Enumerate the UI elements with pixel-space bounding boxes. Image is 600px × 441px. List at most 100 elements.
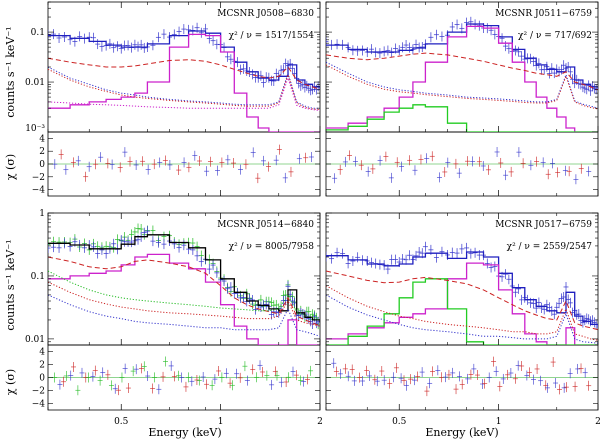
fit-statistic: χ² / ν = 2559/2547 (507, 242, 593, 252)
residual-point (508, 166, 514, 177)
residual-point (545, 169, 551, 180)
data-point (155, 32, 161, 43)
data-point (567, 297, 573, 308)
residual-point (83, 171, 89, 182)
residual-point (145, 164, 151, 175)
residual-point (480, 160, 486, 171)
data-point (519, 51, 525, 62)
residual-point (223, 368, 229, 379)
data-point (499, 33, 505, 44)
series-particle-background-red (326, 285, 598, 341)
residual-point (186, 162, 192, 173)
data-point (155, 237, 161, 248)
residual-point (162, 155, 168, 166)
series-total-model (48, 234, 320, 323)
residual-point (586, 166, 592, 177)
residual-point (388, 172, 394, 183)
residual-point (364, 365, 370, 376)
data-point (428, 32, 434, 43)
x-axis-label-left: Energy (keV) (148, 426, 221, 439)
residual-point (86, 161, 92, 172)
residual-point (234, 368, 240, 379)
residual-point (238, 164, 244, 175)
residual-point (352, 156, 358, 167)
residual-point (468, 369, 474, 380)
residual-point (429, 151, 435, 162)
data-point (439, 246, 445, 257)
fit-statistic: χ² / ν = 1517/1554 (229, 31, 315, 41)
series-particle-background-red (48, 68, 320, 111)
data-point (355, 252, 361, 263)
series-background (48, 256, 320, 327)
residual-point (401, 375, 407, 386)
residual-point (567, 368, 573, 379)
data-point (198, 27, 204, 38)
residual-point (383, 151, 389, 162)
residual-point (308, 365, 314, 376)
data-point (99, 41, 105, 52)
residual-point (254, 372, 260, 383)
data-point (228, 54, 234, 65)
residual-point (493, 366, 499, 377)
series-background (326, 270, 598, 331)
data-point (214, 267, 220, 278)
residual-point (471, 363, 477, 374)
data-point (258, 70, 264, 81)
residual-point (331, 358, 337, 369)
residual-point (530, 374, 536, 385)
residual-point (112, 383, 118, 394)
residual-point (456, 371, 462, 382)
data-point (150, 225, 156, 236)
data-point (95, 248, 101, 259)
y-tick-label: 0.1 (31, 28, 45, 38)
residual-point (563, 382, 569, 393)
residual-point (227, 378, 233, 389)
residual-point (237, 372, 243, 383)
data-point (181, 240, 187, 251)
data-point (221, 276, 227, 287)
data-point (385, 45, 391, 56)
residual-point (445, 157, 451, 168)
residual-point (358, 160, 364, 171)
data-point (558, 293, 564, 304)
data-point (238, 292, 244, 303)
residual-point (572, 381, 578, 392)
residual-point (290, 366, 296, 377)
residual-tick-label: 2 (39, 361, 45, 371)
residual-point (122, 363, 128, 374)
residual-point (125, 383, 131, 394)
residual-point (524, 370, 530, 381)
y-axis-label-bottom: counts s⁻¹ keV⁻¹ (4, 239, 17, 330)
residual-point (544, 382, 550, 393)
panel-mcsnr-j0511-6759: MCSNR J0511−6759 χ² / ν = 717/692 (325, 1, 599, 197)
x-tick-label: 2 (317, 417, 323, 427)
data-point (283, 58, 289, 69)
residual-point (562, 165, 568, 176)
residual-point (435, 365, 441, 376)
x-tick-label: 1 (496, 417, 502, 427)
data-point (502, 269, 508, 280)
residual-point (278, 377, 284, 388)
residual-point (97, 375, 103, 386)
data-point (141, 42, 147, 53)
residual-point (75, 385, 81, 396)
residual-point (176, 165, 182, 176)
residual-point (391, 372, 397, 383)
data-point (198, 256, 204, 267)
data-point (406, 250, 412, 261)
panel-mcsnr-j0514-6840: 0.5 1 2 0.01 0.1 1 −4 −2 0 2 4 MCSNR J0514−6840 χ² /… (25, 209, 323, 427)
residual-tick-label: 4 (39, 348, 45, 358)
data-point (576, 309, 582, 320)
residual-point (194, 375, 200, 386)
residual-point (298, 375, 304, 386)
residual-tick-label: 0 (39, 160, 45, 170)
residual-point (351, 375, 357, 386)
residual-point (276, 144, 282, 155)
residual-point (534, 363, 540, 374)
data-point (268, 297, 274, 308)
data-point (454, 248, 460, 259)
data-point (95, 39, 101, 50)
data-point (51, 29, 57, 40)
data-point (249, 69, 255, 80)
residual-point (424, 386, 430, 397)
